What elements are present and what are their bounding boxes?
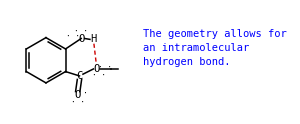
Text: · ·: · · <box>74 27 88 36</box>
Text: · ·: · · <box>71 98 85 107</box>
Text: The geometry allows for: The geometry allows for <box>142 29 286 39</box>
Text: · ·: · · <box>66 32 80 41</box>
Text: an intramolecular: an intramolecular <box>142 43 249 53</box>
Text: H: H <box>90 34 97 44</box>
Text: C: C <box>76 71 83 81</box>
Text: · ·: · · <box>98 63 112 72</box>
Text: O: O <box>75 90 81 100</box>
Text: · ·: · · <box>92 71 106 80</box>
Text: O: O <box>94 64 100 74</box>
Text: O: O <box>78 33 84 44</box>
Text: ·: · <box>83 90 88 99</box>
Text: hydrogen bond.: hydrogen bond. <box>142 57 230 67</box>
